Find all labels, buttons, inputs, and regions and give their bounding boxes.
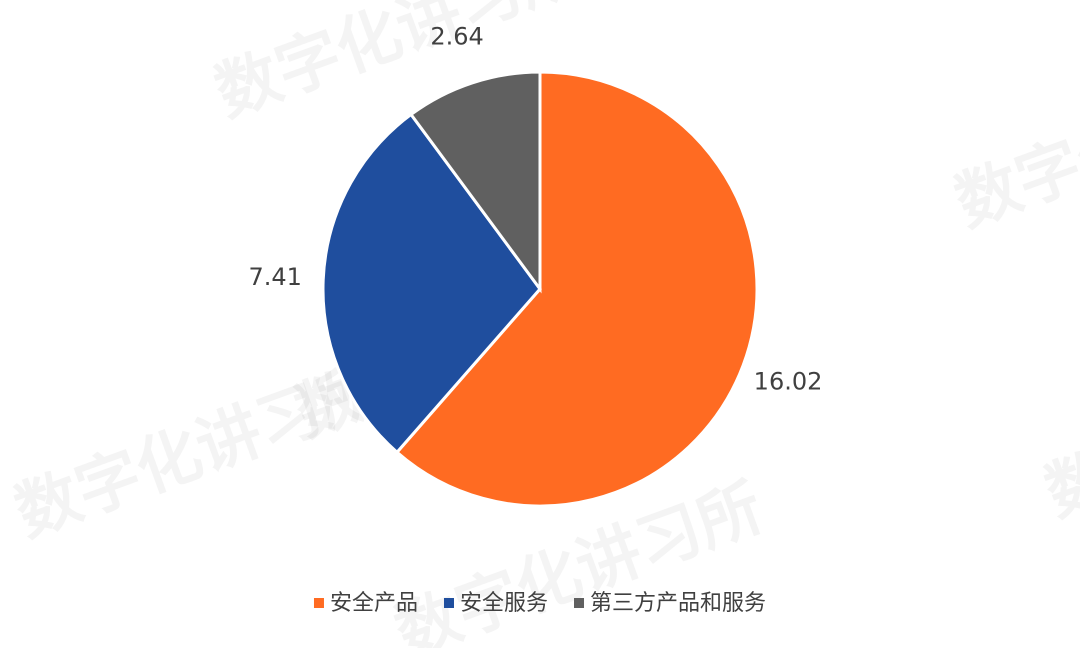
data-label: 2.64 [430,22,483,50]
data-label: 7.41 [249,263,302,291]
legend-label: 第三方产品和服务 [590,591,766,616]
pie-slice [408,70,542,294]
legend-label: 安全产品 [330,591,418,616]
legend-swatch [313,598,324,608]
pie-slice [321,112,542,455]
pie-slice [394,70,759,508]
legend-label: 安全服务 [460,591,548,616]
legend-swatch [574,598,585,608]
data-label: 16.02 [754,367,823,395]
legend-swatch [443,598,454,608]
